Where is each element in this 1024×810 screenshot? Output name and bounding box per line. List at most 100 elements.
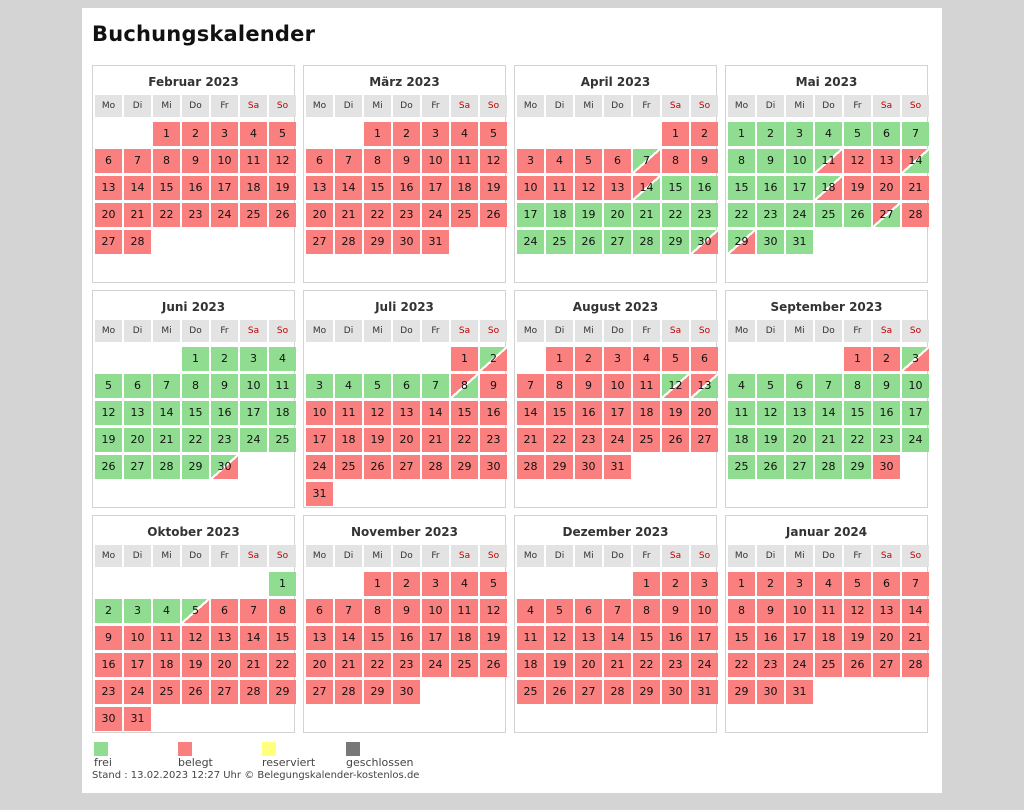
day-cell[interactable]: 14 [815,401,842,425]
day-cell[interactable]: 4 [633,347,660,371]
day-cell[interactable]: 6 [691,347,718,371]
day-cell[interactable]: 8 [269,599,296,623]
day-cell[interactable]: 17 [604,401,631,425]
day-cell[interactable]: 4 [815,572,842,596]
day-cell[interactable]: 7 [153,374,180,398]
day-cell[interactable]: 25 [451,653,478,677]
day-cell[interactable]: 19 [269,176,296,200]
day-cell[interactable]: 6 [211,599,238,623]
day-cell[interactable]: 29 [844,455,871,479]
day-cell[interactable]: 9 [95,626,122,650]
day-cell[interactable]: 23 [757,203,784,227]
day-cell[interactable]: 10 [240,374,267,398]
day-cell[interactable]: 7 [335,599,362,623]
day-cell[interactable]: 22 [662,203,689,227]
day-cell[interactable]: 2 [575,347,602,371]
day-cell[interactable]: 28 [815,455,842,479]
day-cell[interactable]: 6 [604,149,631,173]
day-cell[interactable]: 28 [335,230,362,254]
day-cell[interactable]: 24 [517,230,544,254]
day-cell[interactable]: 3 [306,374,333,398]
day-cell[interactable]: 7 [517,374,544,398]
day-cell[interactable]: 12 [575,176,602,200]
day-cell[interactable]: 18 [728,428,755,452]
day-cell[interactable]: 15 [633,626,660,650]
day-cell[interactable]: 14 [902,599,929,623]
day-cell[interactable]: 12 [844,149,871,173]
day-cell[interactable]: 24 [240,428,267,452]
day-cell[interactable]: 19 [182,653,209,677]
day-cell[interactable]: 12 [95,401,122,425]
day-cell[interactable]: 27 [95,230,122,254]
day-cell[interactable]: 2 [873,347,900,371]
day-cell[interactable]: 26 [364,455,391,479]
day-cell[interactable]: 21 [240,653,267,677]
day-cell[interactable]: 25 [517,680,544,704]
day-cell[interactable]: 19 [844,176,871,200]
day-cell[interactable]: 13 [393,401,420,425]
day-cell[interactable]: 5 [480,122,507,146]
day-cell[interactable]: 14 [517,401,544,425]
day-cell[interactable]: 26 [662,428,689,452]
day-cell[interactable]: 15 [269,626,296,650]
day-cell[interactable]: 8 [662,149,689,173]
day-cell[interactable]: 12 [480,599,507,623]
day-cell[interactable]: 22 [364,203,391,227]
day-cell[interactable]: 1 [546,347,573,371]
day-cell[interactable]: 12 [364,401,391,425]
day-cell[interactable]: 29 [546,455,573,479]
day-cell[interactable]: 8 [546,374,573,398]
day-cell[interactable]: 21 [902,176,929,200]
day-cell[interactable]: 9 [393,599,420,623]
day-cell[interactable]: 27 [604,230,631,254]
day-cell[interactable]: 5 [575,149,602,173]
day-cell[interactable]: 26 [844,203,871,227]
day-cell[interactable]: 10 [786,599,813,623]
day-cell[interactable]: 2 [691,122,718,146]
day-cell[interactable]: 20 [691,401,718,425]
day-cell[interactable]: 29 [451,455,478,479]
day-cell[interactable]: 7 [422,374,449,398]
day-cell[interactable]: 21 [422,428,449,452]
day-cell[interactable]: 17 [786,626,813,650]
day-cell[interactable]: 11 [153,626,180,650]
day-cell[interactable]: 12 [480,149,507,173]
day-cell[interactable]: 18 [517,653,544,677]
day-cell[interactable]: 11 [815,599,842,623]
day-cell[interactable]: 18 [451,176,478,200]
day-cell[interactable]: 23 [662,653,689,677]
day-cell[interactable]: 21 [335,653,362,677]
day-cell[interactable]: 22 [364,653,391,677]
day-cell[interactable]: 25 [335,455,362,479]
day-cell[interactable]: 4 [815,122,842,146]
day-cell[interactable]: 18 [153,653,180,677]
day-cell[interactable]: 19 [480,176,507,200]
day-cell[interactable]: 1 [364,572,391,596]
day-cell[interactable]: 14 [422,401,449,425]
day-cell[interactable]: 31 [691,680,718,704]
day-cell[interactable]: 7 [335,149,362,173]
day-cell[interactable]: 15 [728,626,755,650]
day-cell[interactable]: 17 [902,401,929,425]
day-cell[interactable]: 17 [691,626,718,650]
day-cell[interactable]: 11 [240,149,267,173]
day-cell[interactable]: 17 [124,653,151,677]
day-cell[interactable]: 8 [364,599,391,623]
day-cell[interactable]: 6 [786,374,813,398]
day-cell[interactable]: 3 [211,122,238,146]
day-cell[interactable]: 15 [153,176,180,200]
day-cell[interactable]: 11 [815,149,842,173]
day-cell[interactable]: 31 [306,482,333,506]
day-cell[interactable]: 30 [95,707,122,731]
day-cell[interactable]: 27 [786,455,813,479]
day-cell[interactable]: 26 [269,203,296,227]
day-cell[interactable]: 28 [124,230,151,254]
day-cell[interactable]: 12 [182,626,209,650]
day-cell[interactable]: 13 [124,401,151,425]
day-cell[interactable]: 21 [153,428,180,452]
day-cell[interactable]: 15 [844,401,871,425]
day-cell[interactable]: 10 [306,401,333,425]
day-cell[interactable]: 1 [844,347,871,371]
day-cell[interactable]: 6 [873,122,900,146]
day-cell[interactable]: 13 [95,176,122,200]
